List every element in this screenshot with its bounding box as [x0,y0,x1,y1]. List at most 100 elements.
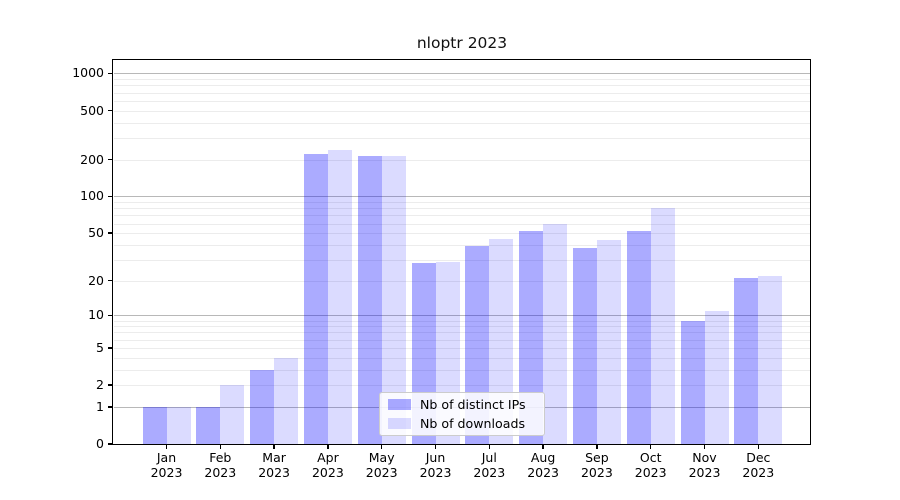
bar-downloads [327,150,352,444]
gridline-minor [114,339,810,341]
y-tick [108,347,113,349]
bar-downloads [758,275,783,444]
gridline-minor [114,79,810,81]
x-tick-label: Apr 2023 [311,450,344,480]
y-tick [108,158,113,161]
y-tick-label: 2 [96,377,104,393]
legend-item-distinct-ips: Nb of distinct IPs [388,397,536,412]
gridline-minor [114,280,810,282]
gridline-major [114,196,810,198]
x-tick-label: Sep 2023 [580,450,613,480]
legend-swatch-downloads [388,418,411,429]
y-tick [108,109,113,112]
x-tick-label: Jun 2023 [419,450,452,480]
gridline-minor [114,137,810,139]
bar-downloads [650,208,675,444]
legend-label-distinct-ips: Nb of distinct IPs [420,397,526,412]
bar-distinct-ips [680,320,705,444]
gridline-minor [114,208,810,210]
y-tick-label: 500 [80,102,104,118]
bar-downloads [596,239,621,444]
bar-distinct-ips [572,247,597,444]
x-tick-label: Jan 2023 [150,450,183,480]
legend: Nb of distinct IPs Nb of downloads [379,392,545,436]
bar-downloads [543,223,568,444]
gridline-minor [114,332,810,334]
x-tick [273,444,275,449]
bar-distinct-ips [734,278,759,444]
bar-distinct-ips [626,231,651,444]
x-tick [703,444,706,449]
x-tick-label: Nov 2023 [688,450,721,480]
y-tick-label: 0 [96,436,104,451]
bar-distinct-ips [357,155,382,444]
gridline-minor [114,110,810,112]
x-tick-label: Oct 2023 [634,450,667,480]
legend-label-downloads: Nb of downloads [420,416,526,431]
y-tick [108,314,113,317]
bar-distinct-ips [196,406,221,444]
y-tick [108,72,113,75]
x-tick-label: Dec 2023 [742,450,775,480]
y-tick-label: 100 [80,188,104,204]
y-tick-label: 10 [88,307,104,323]
y-tick [108,232,113,234]
x-tick-label: May 2023 [365,450,398,480]
gridline-minor [114,159,810,161]
x-tick [649,444,652,449]
x-tick-label: Mar 2023 [258,450,290,480]
gridline-minor [114,385,810,387]
bar-downloads [166,406,191,444]
gridline-minor [114,326,810,328]
gridline-minor [114,92,810,94]
y-tick [108,406,113,408]
x-tick [380,444,383,449]
bar-downloads [704,310,729,444]
y-tick [108,195,113,198]
bar-downloads [220,385,245,444]
y-tick [108,443,113,445]
x-tick [434,444,437,449]
x-tick-label: Jul 2023 [473,450,506,480]
gridline-minor [114,215,810,217]
y-tick-label: 5 [96,339,104,355]
gridline-minor [114,357,810,359]
gridline-minor [114,244,810,246]
gridline-minor [114,223,810,225]
x-tick [488,444,491,449]
gridline-minor [114,85,810,87]
x-tick [219,444,222,449]
gridline-minor [114,122,810,124]
gridline-minor [114,347,810,349]
x-tick [596,444,598,449]
bar-downloads [274,357,299,444]
y-tick-label: 200 [80,151,104,167]
x-tick-label: Feb 2023 [204,450,237,480]
y-tick-label: 50 [88,225,104,241]
y-tick-label: 20 [88,272,104,288]
bar-distinct-ips [142,406,167,444]
bar-distinct-ips [303,154,328,444]
y-tick-label: 1 [96,398,104,414]
gridline-minor [114,233,810,235]
plot-area [114,61,810,444]
gridline-minor [114,100,810,102]
y-tick-label: 1000 [72,65,104,81]
x-tick-label: Aug 2023 [527,450,559,480]
legend-swatch-distinct-ips [388,399,411,410]
legend-item-downloads: Nb of downloads [388,416,536,431]
x-tick [542,444,544,449]
gridline-minor [114,259,810,261]
x-tick [327,444,329,449]
chart-title: nloptr 2023 [416,34,508,52]
gridline-minor [114,320,810,322]
y-tick [108,384,113,386]
x-tick [165,444,168,449]
y-tick [108,279,113,282]
bar-distinct-ips [250,369,275,444]
x-tick [757,444,760,449]
gridline-major [114,315,810,317]
gridline-minor [114,369,810,371]
gridline-major [114,73,810,75]
